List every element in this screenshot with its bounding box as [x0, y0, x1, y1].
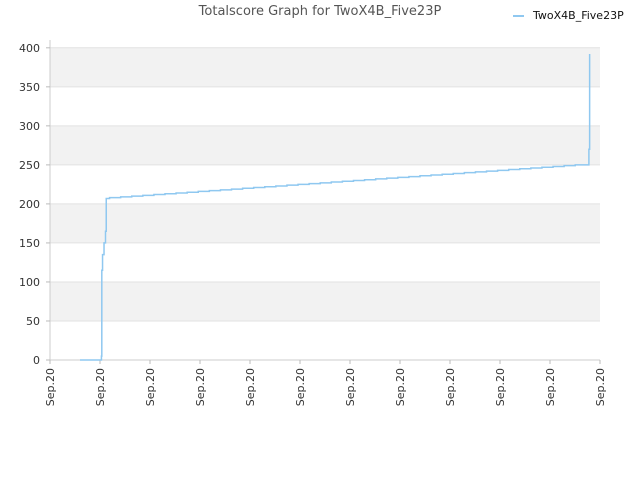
grid-band — [50, 242, 600, 282]
grid-band — [50, 125, 600, 165]
grid-band — [50, 40, 600, 48]
x-tick-label: Sep.20 — [544, 368, 557, 406]
y-tick-label: 300 — [19, 120, 40, 133]
x-tick-label: Sep.20 — [294, 368, 307, 406]
chart-title: Totalscore Graph for TwoX4B_Five23P — [198, 4, 442, 19]
y-tick-label: 150 — [19, 237, 40, 250]
x-tick-label: Sep.20 — [594, 368, 607, 406]
y-tick-label: 50 — [26, 315, 40, 328]
y-tick-label: 100 — [19, 276, 40, 289]
grid-band — [50, 86, 600, 126]
legend-label: TwoX4B_Five23P — [533, 9, 624, 22]
y-tick-label: 400 — [19, 42, 40, 55]
legend[interactable]: TwoX4B_Five23P — [513, 9, 624, 22]
x-tick-label: Sep.20 — [244, 368, 257, 406]
x-tick-label: Sep.20 — [444, 368, 457, 406]
x-tick-label: Sep.20 — [394, 368, 407, 406]
grid-band — [50, 47, 600, 87]
x-tick-label: Sep.20 — [194, 368, 207, 406]
x-tick-label: Sep.20 — [144, 368, 157, 406]
grid-band — [50, 320, 600, 360]
series-line — [80, 54, 591, 361]
grid-band — [50, 281, 600, 321]
x-tick-label: Sep.20 — [494, 368, 507, 406]
y-tick-label: 200 — [19, 198, 40, 211]
y-tick-label: 250 — [19, 159, 40, 172]
grid-band — [50, 203, 600, 243]
x-tick-label: Sep.20 — [44, 368, 57, 406]
y-tick-label: 350 — [19, 81, 40, 94]
y-tick-label: 0 — [33, 354, 40, 367]
x-tick-label: Sep.20 — [94, 368, 107, 406]
x-tick-label: Sep.20 — [344, 368, 357, 406]
grid-band — [50, 164, 600, 204]
legend-swatch — [513, 14, 524, 17]
